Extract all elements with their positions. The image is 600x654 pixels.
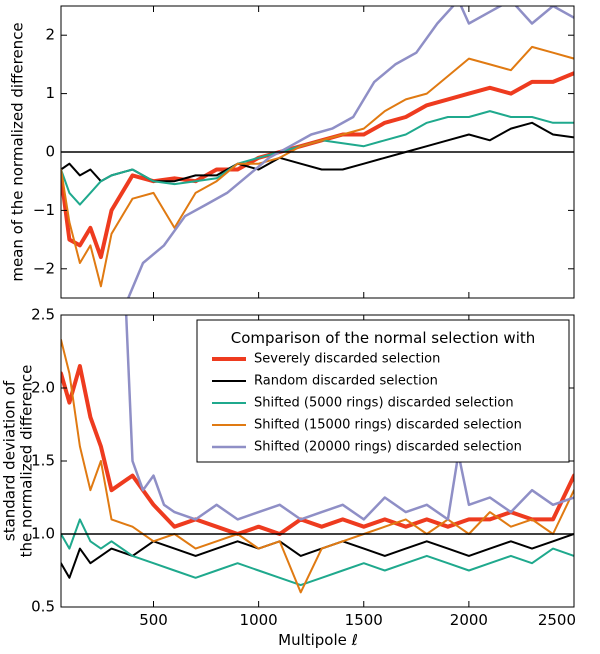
x-tick-label: 500 bbox=[139, 611, 168, 629]
mean-series-3-line bbox=[61, 45, 574, 288]
x-axis-label: Multipole ℓ bbox=[278, 631, 358, 649]
x-tick-label: 1000 bbox=[240, 611, 278, 629]
legend-box bbox=[196, 319, 570, 463]
std-series-group bbox=[61, 315, 574, 594]
mean-y-tick-label: −2 bbox=[33, 259, 55, 277]
x-tick-label: 2500 bbox=[538, 611, 576, 629]
std-y-tick-label: 1.0 bbox=[31, 525, 55, 543]
mean-series-4-line bbox=[127, 6, 574, 298]
legend-label-4: Shifted (20000 rings) discarded selectio… bbox=[254, 440, 522, 455]
std-y-axis-label-line2: the normalized difference bbox=[18, 365, 36, 558]
mean-y-axis-label: mean of the normalized difference bbox=[9, 22, 27, 281]
std-series-4-line bbox=[124, 315, 574, 521]
std-series-3-line bbox=[61, 338, 574, 594]
std-y-tick-label: 0.5 bbox=[31, 598, 55, 616]
mean-y-tick-label: −1 bbox=[33, 201, 55, 219]
std-y-tick-label: 1.5 bbox=[31, 452, 55, 470]
mean-series-2-line bbox=[61, 110, 574, 206]
x-tick-label: 2000 bbox=[450, 611, 488, 629]
std-series-2-line bbox=[61, 518, 574, 587]
mean-x-ticks bbox=[153, 6, 575, 298]
x-tick-label: 1500 bbox=[345, 611, 383, 629]
mean-y-tick-label: 1 bbox=[45, 84, 55, 102]
std-y-ticks: 0.5 1.0 1.5 2.0 2.5 bbox=[31, 306, 574, 616]
std-series-1-line bbox=[61, 533, 574, 579]
mean-y-tick-label: 2 bbox=[45, 26, 55, 44]
legend: Comparison of the normal selection with … bbox=[196, 319, 570, 463]
std-y-tick-label: 2.0 bbox=[31, 379, 55, 397]
std-y-axis-label-line1: standard deviation of bbox=[1, 380, 19, 541]
mean-series-group bbox=[61, 6, 574, 298]
legend-items: Severely discarded selection Random disca… bbox=[212, 352, 522, 455]
std-x-ticks: 500 1000 1500 2000 2500 bbox=[139, 315, 576, 629]
legend-label-1: Random discarded selection bbox=[254, 374, 438, 389]
std-panel: 0.5 1.0 1.5 2.0 2.5 500 1000 1500 2000 2500 stan… bbox=[1, 306, 577, 650]
std-y-tick-label: 2.5 bbox=[31, 306, 55, 324]
mean-y-tick-label: 0 bbox=[45, 143, 55, 161]
legend-label-3: Shifted (15000 rings) discarded selectio… bbox=[254, 418, 522, 433]
mean-y-ticks: −2 −1 0 1 2 bbox=[33, 26, 574, 277]
mean-series-0-line bbox=[61, 71, 574, 260]
legend-label-0: Severely discarded selection bbox=[254, 352, 440, 367]
std-series-0-line bbox=[61, 364, 574, 536]
mean-panel: −2 −1 0 1 2 mean of the normalized differenc… bbox=[9, 5, 575, 299]
legend-label-2: Shifted (5000 rings) discarded selection bbox=[254, 396, 514, 411]
legend-title: Comparison of the normal selection with bbox=[231, 329, 536, 347]
